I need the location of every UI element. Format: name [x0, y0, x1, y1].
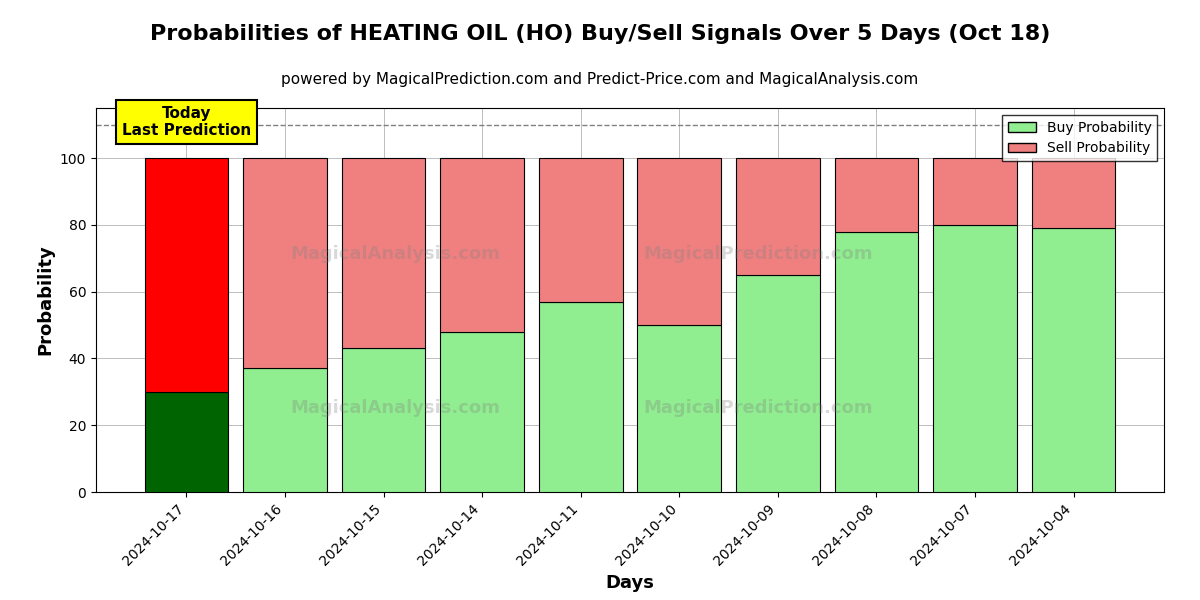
- Bar: [1032, 158, 1116, 228]
- Text: Probabilities of HEATING OIL (HO) Buy/Sell Signals Over 5 Days (Oct 18): Probabilities of HEATING OIL (HO) Buy/Se…: [150, 24, 1050, 44]
- Bar: [539, 302, 623, 492]
- Legend: Buy Probability, Sell Probability: Buy Probability, Sell Probability: [1002, 115, 1157, 161]
- X-axis label: Days: Days: [606, 574, 654, 592]
- Bar: [144, 158, 228, 392]
- Text: MagicalPrediction.com: MagicalPrediction.com: [643, 398, 872, 416]
- Bar: [834, 158, 918, 232]
- Text: Today
Last Prediction: Today Last Prediction: [122, 106, 251, 138]
- Bar: [440, 158, 524, 332]
- Bar: [736, 158, 820, 275]
- Bar: [244, 368, 326, 492]
- Bar: [934, 225, 1016, 492]
- Text: MagicalAnalysis.com: MagicalAnalysis.com: [290, 398, 500, 416]
- Bar: [144, 392, 228, 492]
- Bar: [637, 158, 721, 325]
- Bar: [637, 325, 721, 492]
- Bar: [440, 332, 524, 492]
- Bar: [1032, 228, 1116, 492]
- Text: powered by MagicalPrediction.com and Predict-Price.com and MagicalAnalysis.com: powered by MagicalPrediction.com and Pre…: [281, 72, 919, 87]
- Bar: [834, 232, 918, 492]
- Text: MagicalPrediction.com: MagicalPrediction.com: [643, 245, 872, 263]
- Bar: [244, 158, 326, 368]
- Bar: [342, 158, 426, 349]
- Y-axis label: Probability: Probability: [36, 245, 54, 355]
- Bar: [934, 158, 1016, 225]
- Text: MagicalAnalysis.com: MagicalAnalysis.com: [290, 245, 500, 263]
- Bar: [539, 158, 623, 302]
- Bar: [736, 275, 820, 492]
- Bar: [342, 349, 426, 492]
